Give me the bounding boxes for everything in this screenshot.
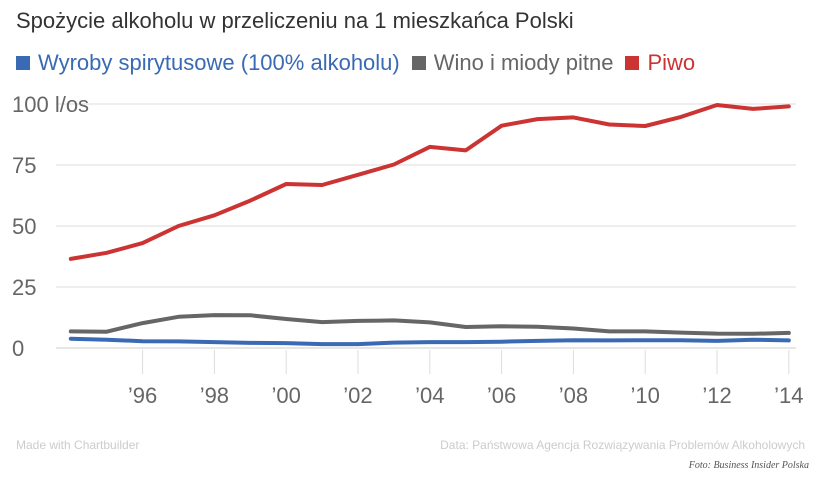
- y-tick-label: 0: [12, 336, 24, 361]
- grid-lines: [56, 103, 796, 349]
- legend-label-spirits: Wyroby spirytusowe (100% alkoholu): [38, 50, 400, 75]
- x-tick-label: ’10: [631, 383, 660, 408]
- x-tick-label: ’08: [559, 383, 588, 408]
- footer-made-with: Made with Chartbuilder: [16, 438, 140, 452]
- y-tick-label: 75: [12, 153, 36, 178]
- legend: Wyroby spirytusowe (100% alkoholu) Wino …: [16, 50, 707, 76]
- legend-item-spirits: Wyroby spirytusowe (100% alkoholu): [16, 50, 400, 76]
- series-line-beer: [68, 103, 791, 261]
- y-tick-label: 50: [12, 214, 36, 239]
- legend-swatch-spirits: [16, 56, 30, 70]
- legend-swatch-beer: [625, 56, 640, 70]
- x-tick-label: ’00: [272, 383, 301, 408]
- series-line-spirits: [68, 336, 791, 347]
- legend-item-beer: Piwo: [625, 50, 695, 76]
- y-tick-labels: 0 25 50 75 100 l/os: [12, 92, 89, 361]
- photo-credit: Foto: Business Insider Polska: [688, 460, 809, 471]
- legend-label-wine: Wino i miody pitne: [433, 50, 614, 75]
- y-tick-label: 25: [12, 275, 36, 300]
- legend-label-beer: Piwo: [647, 50, 696, 75]
- x-tick-label: ’06: [487, 383, 516, 408]
- series-lines: [68, 103, 791, 347]
- footer-source: Data: Państwowa Agencja Rozwiązywania Pr…: [440, 438, 805, 452]
- y-tick-label: 100 l/os: [12, 92, 89, 117]
- x-tick-label: ’14: [774, 383, 803, 408]
- x-tick-label: ’96: [128, 383, 157, 408]
- legend-swatch-wine: [411, 56, 426, 70]
- x-tick-label: ’98: [200, 383, 229, 408]
- series-line-wine: [68, 313, 791, 336]
- x-tick-label: ’02: [343, 383, 372, 408]
- x-ticks: ’96 ’98 ’00 ’02 ’04 ’06 ’08 ’10 ’12 ’14: [128, 350, 803, 408]
- x-tick-label: ’12: [702, 383, 731, 408]
- legend-item-wine: Wino i miody pitne: [411, 50, 614, 76]
- x-tick-label: ’04: [415, 383, 444, 408]
- chart-title: Spożycie alkoholu w przeliczeniu na 1 mi…: [16, 8, 574, 33]
